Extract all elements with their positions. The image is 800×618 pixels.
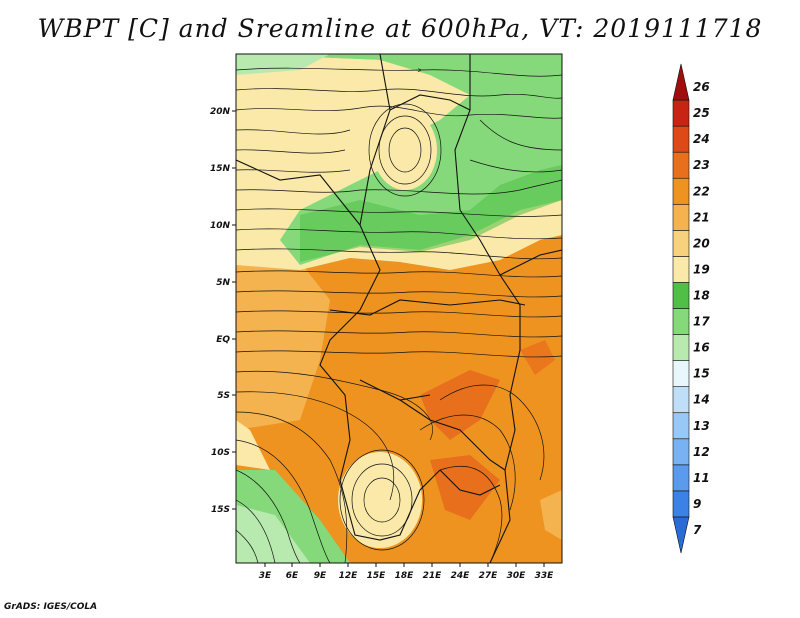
- x-tick-label: 9E: [314, 571, 327, 581]
- field-red-southeast: [430, 455, 500, 520]
- colorbar-swatch: [672, 203, 690, 231]
- colorbar-label: 25: [693, 106, 710, 120]
- field-green-light-corner: [236, 54, 330, 75]
- field-red-patch: [520, 340, 555, 375]
- footer-credit: GrADS: IGES/COLA: [4, 602, 98, 612]
- field-tan-west: [236, 420, 270, 470]
- colorbar-label: 18: [693, 288, 710, 302]
- y-tick-label: 5N: [216, 278, 230, 288]
- colorbar-label: 15: [693, 367, 710, 381]
- colorbar-swatch: [672, 490, 690, 518]
- map-area: [236, 54, 562, 563]
- colorbar-swatch: [672, 360, 690, 387]
- colorbar-swatch: [672, 63, 690, 101]
- colorbar-label: 19: [693, 262, 710, 276]
- x-tick-label: 27E: [479, 571, 499, 581]
- colorbar-swatch: [672, 334, 690, 361]
- x-tick-label: 18E: [395, 571, 415, 581]
- field-orange-east: [540, 490, 562, 540]
- x-tick-label: 3E: [259, 571, 272, 581]
- colorbar-label: 26: [693, 80, 710, 94]
- field-red-east: [420, 370, 500, 440]
- colorbar-label: 17: [693, 315, 710, 329]
- colorbar-swatch: [672, 438, 690, 466]
- x-tick-label: 33E: [535, 571, 555, 581]
- field-tan-northwest: [236, 54, 400, 130]
- colorbar-label: 22: [693, 184, 710, 198]
- colorbar: 7 9 11 12 13 14 15 16 17 18 19 20 21 22 23 24 25 26: [672, 63, 710, 554]
- colorbar-swatch: [672, 412, 690, 440]
- x-tick-label: 21E: [423, 571, 443, 581]
- y-tick-label: 10N: [210, 221, 231, 231]
- y-axis: 20N 15N 10N 5N EQ 5S 10S 15S: [210, 107, 236, 515]
- colorbar-swatch: [672, 125, 690, 153]
- y-tick-label: 10S: [211, 448, 230, 458]
- colorbar-swatch: [672, 99, 690, 127]
- colorbar-swatch: [672, 464, 690, 492]
- colorbar-label: 7: [693, 523, 702, 537]
- colorbar-label: 11: [693, 471, 710, 485]
- colorbar-swatch: [672, 516, 690, 554]
- x-tick-label: 24E: [451, 571, 471, 581]
- colorbar-swatch: [672, 151, 690, 179]
- x-tick-label: 6E: [286, 571, 299, 581]
- x-tick-label: 30E: [507, 571, 527, 581]
- colorbar-label: 21: [693, 210, 710, 224]
- y-tick-label: 15N: [210, 164, 231, 174]
- field-tan-eddy: [373, 110, 437, 190]
- colorbar-label: 20: [693, 236, 710, 250]
- country-borders: [236, 54, 562, 563]
- field-orange-light-west: [236, 260, 330, 430]
- field-tan-south: [338, 452, 422, 548]
- colorbar-swatch: [672, 177, 690, 205]
- colorbar-label: 16: [693, 341, 710, 355]
- colorbar-swatch: [672, 386, 690, 414]
- colorbar-swatch: [672, 230, 690, 257]
- y-tick-label: EQ: [216, 335, 230, 345]
- chart-title: WBPT [C] and Sreamline at 600hPa, VT: 20…: [37, 14, 763, 43]
- colorbar-swatch: [672, 256, 690, 283]
- x-tick-label: 15E: [367, 571, 387, 581]
- colorbar-swatch: [672, 308, 690, 335]
- y-tick-label: 5S: [217, 391, 230, 401]
- colorbar-label: 24: [693, 132, 710, 146]
- colorbar-label: 23: [693, 158, 710, 172]
- colorbar-label: 13: [693, 419, 710, 433]
- colorbar-label: 12: [693, 445, 710, 459]
- colorbar-label: 14: [693, 393, 710, 407]
- y-tick-label: 15S: [211, 505, 230, 515]
- colorbar-label: 9: [693, 497, 701, 511]
- streamlines: [236, 67, 562, 563]
- colorbar-swatch: [672, 282, 690, 309]
- x-tick-label: 12E: [339, 571, 359, 581]
- field-green-light-southwest: [236, 505, 310, 563]
- map-frame: [235, 53, 563, 564]
- y-tick-label: 20N: [210, 107, 231, 117]
- x-axis: 3E 6E 9E 12E 15E 18E 21E 24E 27E 30E 33E: [259, 563, 554, 581]
